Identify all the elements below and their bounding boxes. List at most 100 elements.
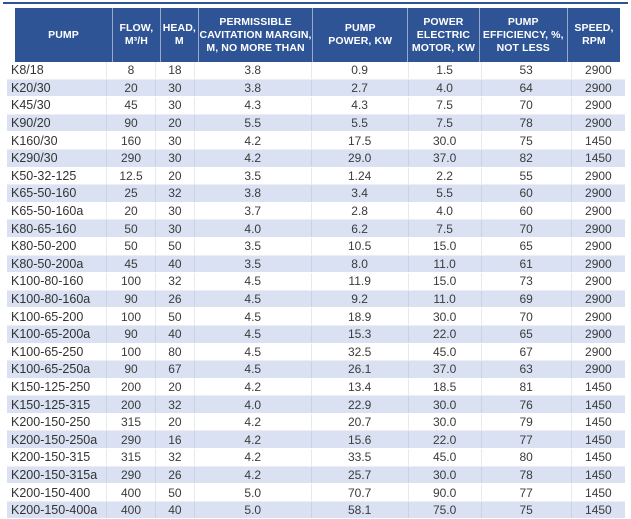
cavitation-margin-cell: 3.8 bbox=[195, 62, 312, 79]
motor-power-cell: 7.5 bbox=[409, 220, 482, 237]
table-row: K100-80-160a 90 26 4.5 9.2 11.0 69 2900 bbox=[7, 290, 625, 309]
pump-power-cell: 13.4 bbox=[312, 378, 409, 396]
cavitation-margin-cell: 4.5 bbox=[195, 325, 312, 343]
flow-cell: 50 bbox=[107, 220, 156, 237]
head-cell: 30 bbox=[156, 149, 195, 167]
motor-power-cell: 22.0 bbox=[409, 431, 482, 449]
cavitation-margin-cell: 3.5 bbox=[195, 237, 312, 255]
speed-cell: 1450 bbox=[585, 379, 612, 394]
efficiency-cell: 75 bbox=[482, 501, 572, 519]
pump-power-cell: 33.5 bbox=[312, 449, 409, 466]
cavitation-margin-cell: 4.5 bbox=[195, 290, 312, 308]
cavitation-margin-cell: 4.5 bbox=[195, 361, 312, 378]
efficiency-cell: 55 bbox=[482, 167, 572, 185]
efficiency-cell: 60 bbox=[482, 185, 572, 202]
table-body: K8/18 8 18 3.8 0.9 1.5 53 2900 K20/30 20… bbox=[7, 62, 625, 519]
table-row: K80-65-160 50 30 4.0 6.2 7.5 70 2900 bbox=[7, 220, 625, 238]
speed-cell: 2900 bbox=[585, 274, 612, 289]
flow-cell: 20 bbox=[107, 202, 156, 220]
head-cell: 20 bbox=[156, 378, 195, 396]
pump-power-cell: 32.5 bbox=[312, 343, 409, 361]
table-row: K100-65-200 100 50 4.5 18.9 30.0 70 2900 bbox=[7, 308, 625, 326]
speed-cell: 2900 bbox=[585, 256, 612, 271]
table-row: K200-150-250 315 20 4.2 20.7 30.0 79 145… bbox=[7, 413, 625, 432]
motor-power-cell: 1.5 bbox=[409, 62, 482, 79]
column-header-head: HEAD, M bbox=[161, 8, 199, 62]
flow-cell: 45 bbox=[107, 97, 156, 114]
pump-name-cell: K150-125-250 bbox=[7, 378, 108, 396]
speed-cell: 2900 bbox=[585, 344, 612, 359]
head-cell: 32 bbox=[156, 396, 195, 413]
pump-name-cell: K200-150-400a bbox=[7, 501, 108, 519]
pump-name-cell: K100-65-250 bbox=[7, 343, 108, 361]
speed-cell: 2900 bbox=[585, 327, 612, 342]
head-cell: 50 bbox=[156, 484, 195, 501]
efficiency-cell: 64 bbox=[482, 79, 572, 97]
pump-power-cell: 29.0 bbox=[312, 149, 409, 167]
efficiency-cell: 60 bbox=[482, 202, 572, 220]
head-cell: 40 bbox=[156, 325, 195, 343]
efficiency-cell: 70 bbox=[482, 97, 572, 114]
speed-cell: 2900 bbox=[585, 204, 612, 219]
speed-cell: 2900 bbox=[585, 239, 612, 254]
speed-cell: 2900 bbox=[585, 309, 612, 324]
flow-cell: 400 bbox=[107, 501, 156, 519]
pump-name-cell: K8/18 bbox=[7, 62, 108, 79]
pump-power-cell: 4.3 bbox=[312, 97, 409, 114]
motor-power-cell: 2.2 bbox=[409, 167, 482, 185]
table-row: K100-65-250 100 80 4.5 32.5 45.0 67 2900 bbox=[7, 343, 625, 362]
cavitation-margin-cell: 3.8 bbox=[195, 79, 312, 97]
pump-name-cell: K100-65-200a bbox=[7, 325, 108, 343]
pump-power-cell: 10.5 bbox=[312, 237, 409, 255]
speed-cell: 1450 bbox=[585, 432, 612, 447]
table-row: K80-50-200a 45 40 3.5 8.0 11.0 61 2900 bbox=[7, 255, 625, 274]
flow-cell: 20 bbox=[107, 79, 156, 97]
pump-power-cell: 15.3 bbox=[312, 325, 409, 343]
pump-power-cell: 2.8 bbox=[312, 202, 409, 220]
table-row: K200-150-315 315 32 4.2 33.5 45.0 80 145… bbox=[7, 449, 625, 467]
flow-cell: 315 bbox=[107, 449, 156, 466]
motor-power-cell: 4.0 bbox=[409, 79, 482, 97]
pump-power-cell: 3.4 bbox=[312, 185, 409, 202]
pump-name-cell: K80-65-160 bbox=[7, 220, 108, 237]
pump-power-cell: 0.9 bbox=[312, 62, 409, 79]
efficiency-cell: 70 bbox=[482, 220, 572, 237]
head-cell: 80 bbox=[156, 343, 195, 361]
pump-power-cell: 15.6 bbox=[312, 431, 409, 449]
speed-cell: 1450 bbox=[585, 397, 612, 412]
motor-power-cell: 45.0 bbox=[409, 343, 482, 361]
column-header-pump: PUMP bbox=[15, 8, 113, 62]
cavitation-margin-cell: 4.2 bbox=[195, 149, 312, 167]
efficiency-cell: 73 bbox=[482, 273, 572, 290]
flow-cell: 400 bbox=[107, 484, 156, 501]
head-cell: 32 bbox=[156, 185, 195, 202]
pump-power-cell: 17.5 bbox=[312, 132, 409, 149]
cavitation-margin-cell: 5.0 bbox=[195, 484, 312, 501]
head-cell: 40 bbox=[156, 255, 195, 273]
efficiency-cell: 61 bbox=[482, 255, 572, 273]
head-cell: 20 bbox=[156, 167, 195, 185]
speed-cell: 1450 bbox=[585, 485, 612, 500]
efficiency-cell: 75 bbox=[482, 132, 572, 149]
pump-name-cell: K100-65-250a bbox=[7, 361, 108, 378]
motor-power-cell: 30.0 bbox=[409, 466, 482, 484]
head-cell: 32 bbox=[156, 449, 195, 466]
efficiency-cell: 63 bbox=[482, 361, 572, 378]
cavitation-margin-cell: 3.7 bbox=[195, 202, 312, 220]
cavitation-margin-cell: 4.2 bbox=[195, 449, 312, 466]
table-row: K45/30 45 30 4.3 4.3 7.5 70 2900 bbox=[7, 97, 625, 115]
pump-power-cell: 26.1 bbox=[312, 361, 409, 378]
motor-power-cell: 15.0 bbox=[409, 273, 482, 290]
flow-cell: 90 bbox=[107, 114, 156, 132]
speed-cell: 1450 bbox=[585, 151, 612, 166]
head-cell: 26 bbox=[156, 466, 195, 484]
pump-specification-table-page: PUMP FLOW, M³/H HEAD, M PERMISSIBLE CAVI… bbox=[3, 2, 628, 519]
pump-power-cell: 6.2 bbox=[312, 220, 409, 237]
pump-name-cell: K65-50-160a bbox=[7, 202, 108, 220]
pump-power-cell: 2.7 bbox=[312, 79, 409, 97]
flow-cell: 100 bbox=[107, 343, 156, 361]
efficiency-cell: 77 bbox=[482, 431, 572, 449]
column-header-speed: SPEED, RPM bbox=[574, 22, 614, 47]
cavitation-margin-cell: 4.0 bbox=[195, 396, 312, 413]
flow-cell: 45 bbox=[107, 255, 156, 273]
